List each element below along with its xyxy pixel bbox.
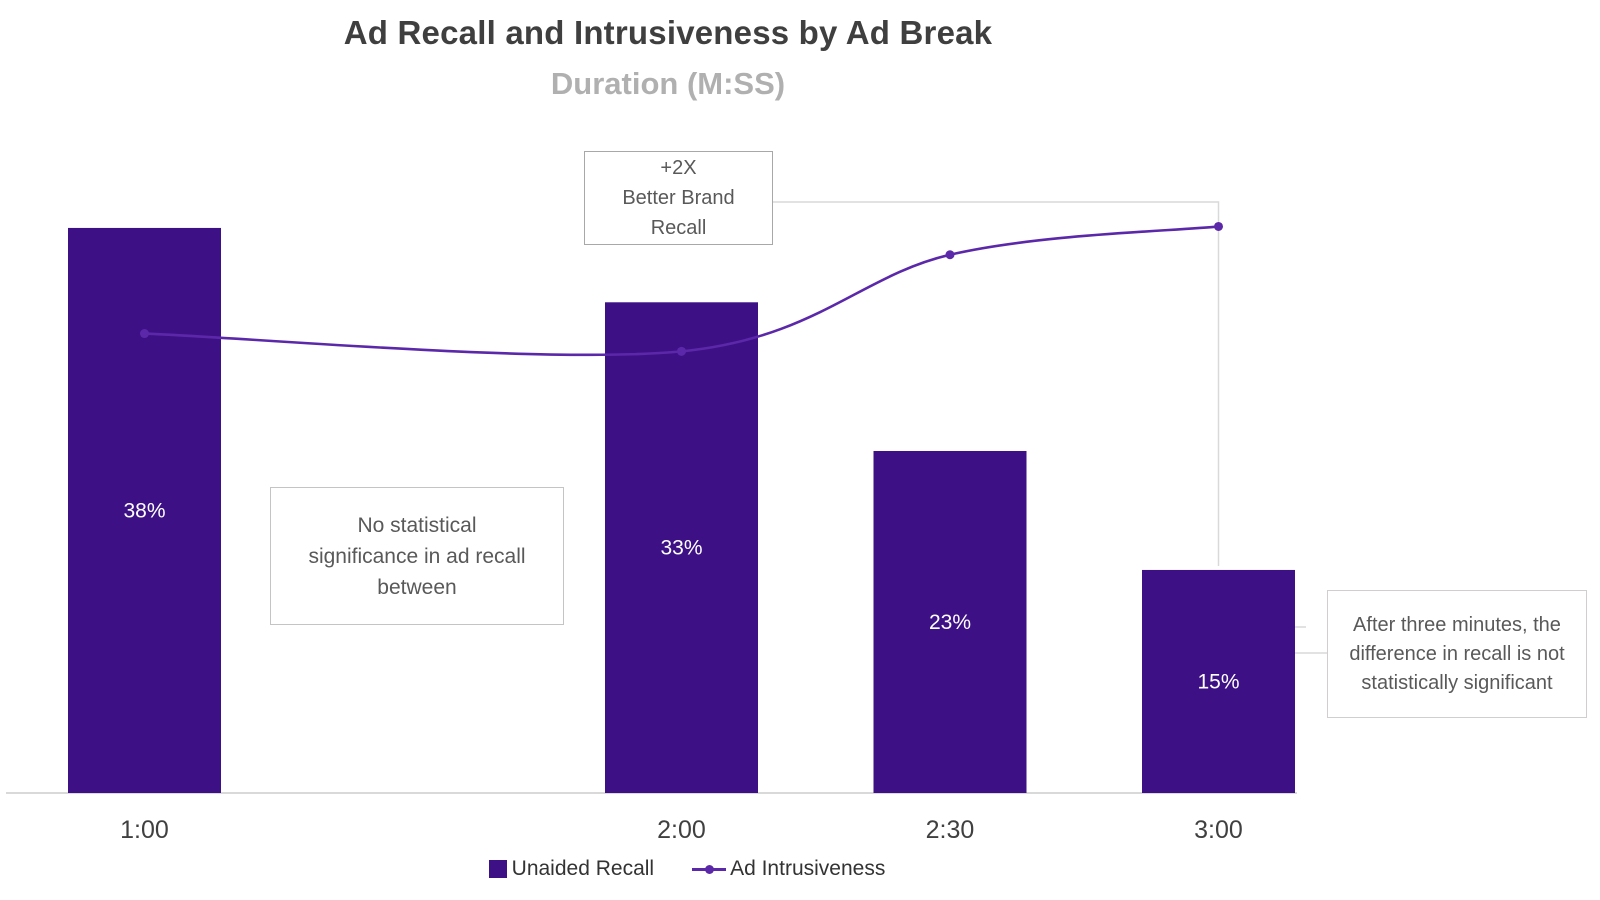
- annotation-no-statistical-significance: No statistical significance in ad recall…: [270, 487, 564, 625]
- bar-1:00: [68, 227, 221, 793]
- annotation-line: Better Brand: [622, 187, 735, 209]
- bar-data-label: 23%: [929, 611, 971, 634]
- chart-subtitle: Duration (M:SS): [550, 66, 786, 101]
- annotation-line: No statistical: [357, 513, 477, 537]
- annotation-line: significance in ad recall: [308, 544, 526, 568]
- callout-connector-better-recall: [771, 201, 1220, 566]
- legend-item-unaided-recall: Unaided Recall: [488, 857, 655, 881]
- x-tick-label-3:00: 3:00: [1194, 816, 1243, 844]
- x-tick-label-1:00: 1:00: [120, 816, 169, 844]
- chart-title: Ad Recall and Intrusiveness by Ad Break: [343, 14, 993, 51]
- bar-data-label: 15%: [1197, 670, 1239, 693]
- legend-label: Unaided Recall: [511, 857, 655, 880]
- bar-2:30: [873, 450, 1027, 793]
- annotation-better-brand-recall: +2X Better Brand Recall: [584, 151, 773, 245]
- annotation-line: statistically significant: [1361, 671, 1553, 694]
- annotation-line: After three minutes, the: [1353, 613, 1561, 636]
- bar-3:00: [1142, 569, 1295, 793]
- line-marker-1:00: [140, 329, 149, 339]
- legend-label: Ad Intrusiveness: [730, 857, 886, 880]
- line-marker-2:00: [677, 346, 686, 356]
- line-marker-3:00: [1214, 221, 1223, 231]
- x-tick-label-2:00: 2:00: [657, 816, 706, 844]
- annotation-after-three-minutes: After three minutes, the difference in r…: [1327, 590, 1587, 718]
- bar-data-label: 38%: [123, 499, 165, 522]
- legend-item-ad-intrusiveness: Ad Intrusiveness: [692, 857, 885, 881]
- annotation-line: difference in recall is not: [1349, 642, 1565, 665]
- annotation-line: +2X: [660, 157, 697, 179]
- line-marker-2:30: [945, 250, 955, 260]
- bar-2:00: [605, 302, 758, 793]
- ad-intrusiveness-line: [144, 225, 1219, 357]
- annotation-line: Recall: [650, 217, 707, 239]
- bar-data-label: 33%: [660, 537, 702, 560]
- annotation-line: between: [377, 575, 457, 599]
- bar-series-swatch-icon: [488, 860, 507, 878]
- x-tick-label-2:30: 2:30: [926, 816, 975, 844]
- legend: Unaided Recall Ad Intrusiveness: [0, 852, 1374, 886]
- line-series-swatch-icon: [692, 864, 727, 874]
